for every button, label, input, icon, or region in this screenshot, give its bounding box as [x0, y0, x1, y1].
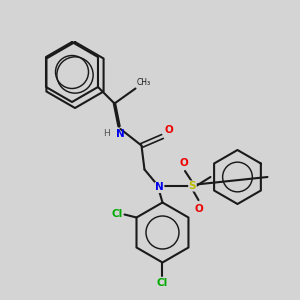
Text: Cl: Cl	[157, 278, 168, 287]
Text: CH₃: CH₃	[137, 78, 151, 87]
Text: S: S	[189, 181, 196, 191]
Text: O: O	[179, 158, 188, 168]
Text: Cl: Cl	[112, 209, 123, 219]
Text: N: N	[116, 129, 125, 139]
Text: O: O	[194, 204, 203, 214]
Text: O: O	[165, 125, 173, 135]
Text: N: N	[155, 182, 164, 193]
Text: H: H	[103, 129, 110, 138]
